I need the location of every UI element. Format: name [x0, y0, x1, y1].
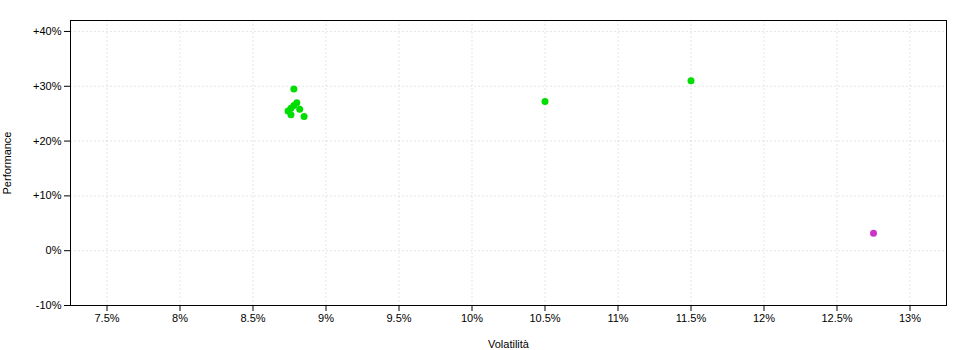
svg-text:+30%: +30%: [33, 80, 62, 92]
svg-text:Volatilità: Volatilità: [488, 338, 530, 350]
svg-text:11%: 11%: [607, 312, 628, 324]
svg-text:12%: 12%: [753, 312, 775, 324]
svg-text:13%: 13%: [899, 312, 921, 324]
svg-text:12.5%: 12.5%: [821, 312, 852, 324]
svg-text:11.5%: 11.5%: [676, 312, 707, 324]
svg-text:9%: 9%: [318, 312, 334, 324]
svg-text:8%: 8%: [172, 312, 188, 324]
svg-text:-10%: -10%: [36, 299, 62, 311]
svg-text:+10%: +10%: [33, 189, 62, 201]
svg-text:7.5%: 7.5%: [94, 312, 119, 324]
svg-text:8.5%: 8.5%: [240, 312, 265, 324]
svg-text:Performance: Performance: [1, 132, 13, 195]
svg-text:+40%: +40%: [33, 25, 62, 37]
svg-text:+20%: +20%: [33, 135, 62, 147]
svg-text:10%: 10%: [461, 312, 483, 324]
svg-text:9.5%: 9.5%: [386, 312, 411, 324]
svg-text:0%: 0%: [46, 244, 62, 256]
svg-text:10.5%: 10.5%: [529, 312, 560, 324]
